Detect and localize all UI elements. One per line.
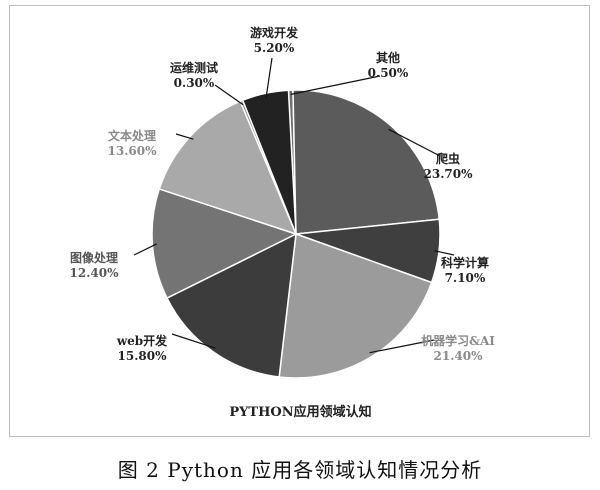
- leader-line: [290, 75, 381, 95]
- slice-label-name: 机器学习&AI: [421, 334, 495, 348]
- slice-label-name: 图像处理: [69, 251, 118, 265]
- pie-slice: [158, 100, 298, 236]
- leader-line: [171, 333, 216, 349]
- slice-label-value: 0.30%: [173, 76, 215, 90]
- slice-label-name: 游戏开发: [249, 26, 298, 40]
- slice-label-name: web开发: [116, 334, 168, 348]
- leader-line: [133, 243, 157, 256]
- chart-frame: 其他 0.50% 爬虫 23.70% 科学计算 7.10% 机器学习&AI 21.40% web…: [9, 5, 590, 437]
- leader-line: [175, 133, 194, 140]
- slice-label-name: 科学计算: [440, 256, 489, 270]
- slice-label-value: 13.60%: [107, 144, 157, 158]
- slice-label: 游戏开发 5.20%: [250, 26, 298, 56]
- pie-slice: [166, 232, 297, 378]
- slice-label-name: 爬虫: [435, 152, 460, 166]
- slice-label-value: 0.50%: [367, 66, 409, 80]
- slice-label: 文本处理 13.60%: [108, 129, 157, 159]
- slice-label-value: 15.80%: [117, 349, 167, 363]
- slice-label-name: 其他: [375, 51, 400, 65]
- pie-slice: [278, 232, 433, 379]
- slice-label-value: 21.40%: [433, 349, 483, 363]
- slice-label-value: 12.40%: [69, 266, 119, 280]
- slice-label: 机器学习&AI 21.40%: [421, 334, 495, 364]
- leader-line: [265, 57, 273, 98]
- slice-label: web开发 15.80%: [117, 334, 167, 364]
- leader-line: [388, 128, 441, 157]
- slice-label: 运维测试 0.30%: [170, 61, 218, 91]
- slice-label: 爬虫 23.70%: [424, 152, 473, 182]
- leader-line: [214, 84, 244, 106]
- slice-label-name: 运维测试: [169, 61, 218, 75]
- leader-line: [434, 250, 455, 256]
- pie-slice: [292, 89, 441, 235]
- slice-label: 图像处理 12.40%: [70, 251, 119, 281]
- slice-label: 其他 0.50%: [368, 51, 409, 81]
- figure-caption: 图 2 Python 应用各领域认知情况分析: [117, 458, 483, 482]
- pie-slice: [151, 187, 298, 300]
- pie-chart: [133, 57, 455, 379]
- slice-label-name: 文本处理: [107, 129, 156, 143]
- pie-slice: [241, 89, 297, 235]
- slice-label: 科学计算 7.10%: [441, 256, 489, 286]
- leader-line: [369, 339, 435, 354]
- slice-label-value: 7.10%: [444, 271, 486, 285]
- slice-label-value: 5.20%: [253, 41, 295, 55]
- chart-title: PYTHON应用领域认知: [229, 405, 372, 420]
- slice-label-value: 23.70%: [423, 167, 473, 181]
